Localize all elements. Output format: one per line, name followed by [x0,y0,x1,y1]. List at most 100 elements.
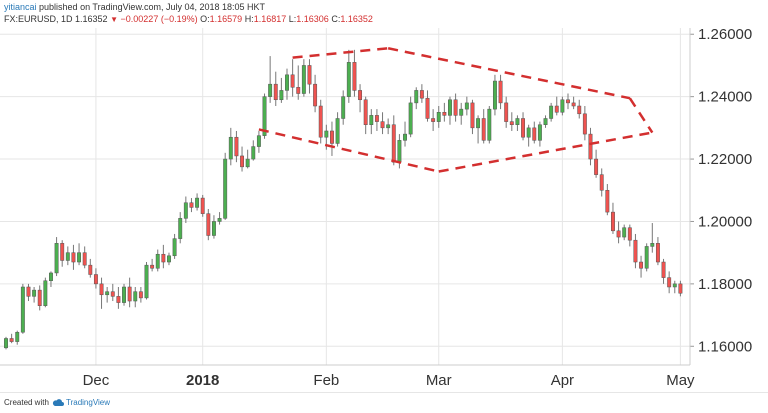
candle-body-up [644,246,649,269]
candle [431,109,436,131]
candle [341,90,346,125]
candle [138,286,143,303]
candle [223,152,228,220]
tradingview-cloud-icon [52,399,64,406]
candle [20,283,25,334]
candle-body-down [588,133,593,160]
candle [313,74,318,113]
candle-body-up [324,130,329,138]
pattern-trendline [387,47,631,100]
candle-body-down [200,197,205,214]
candle [99,277,104,309]
candle-body-down [532,127,537,141]
candle-body-up [549,105,554,119]
candle-body-down [330,130,334,144]
candle [633,233,638,269]
candle [537,121,542,147]
candle [60,240,65,267]
candle-body-up [228,136,233,160]
candle-body-up [448,99,452,116]
candle-body-down [82,252,87,266]
pattern-lines [258,47,654,173]
candle [408,96,413,138]
candle [211,215,216,239]
candle [521,112,525,141]
candle [273,71,278,107]
candle-body-up [133,291,138,302]
candle [122,283,126,306]
candle [554,96,559,116]
candle-body-down [318,105,323,138]
candle-body-up [386,124,391,129]
candle [667,271,672,294]
candle-body-up [560,99,565,113]
symbol-line: FX:EURUSD, 1D 1.16352 ▼ −0.00227 (−0.19%… [4,14,373,24]
candle-body-down [678,283,683,294]
candle-body-up [245,158,250,168]
candle-body-down [99,283,104,296]
high-label: H: [244,14,254,24]
candle-body-up [650,243,655,247]
pattern-trendline [258,128,440,173]
candle [543,115,548,128]
close-value: 1.16352 [340,14,373,24]
candle-body-up [167,255,171,263]
candle-body-down [71,252,76,263]
candle-body-down [88,264,93,275]
candle [436,106,441,128]
candle [318,99,323,144]
candle [627,224,632,247]
tradingview-brand-link[interactable]: TradingView [66,398,111,407]
candle-body-up [20,286,25,333]
candle-body-down [374,115,379,122]
candle [504,96,509,128]
candle-body-down [611,211,615,232]
candle-body-up [335,118,340,144]
author-link[interactable]: yitiancai [4,2,37,12]
candle [532,121,537,144]
candle-body-down [521,118,525,138]
candle-body-down [37,289,42,306]
candlestick-chart[interactable]: Dec 2018 Feb Mar Apr May 1.26000 1.24000 1.2200… [0,0,768,392]
price-change: −0.00227 (−0.19%) [120,14,198,24]
candle [577,99,582,119]
candle-body-up [464,102,469,110]
candle [167,252,171,266]
x-tick-label: Apr [551,372,574,389]
candle-body-up [32,289,37,297]
y-tick-label: 1.20000 [698,213,752,230]
candle-body-down [655,243,660,263]
candle [515,115,520,131]
candle-body-down [60,243,65,261]
candle [240,146,244,172]
candle [476,115,481,144]
last-price: 1.16352 [75,14,108,24]
candle [144,262,149,300]
candle [464,96,469,116]
candle-body-down [481,118,486,141]
candle [352,49,357,97]
candle [54,237,59,277]
candle [93,268,98,289]
y-tick-label: 1.16000 [698,338,752,355]
candle-body-down [616,230,621,238]
created-with-text: Created with [4,398,49,407]
candle-body-up [341,96,346,119]
candle-body-up [476,118,481,129]
publish-line: yitiancai published on TradingView.com, … [4,2,265,12]
candle-body-down [273,83,278,101]
candle [611,202,615,234]
candle [228,127,233,166]
candle [301,59,306,97]
candle [419,84,424,103]
candle-body-down [290,74,295,88]
candle-body-down [627,227,632,241]
chart-grid [0,28,690,365]
candle-body-up [65,252,70,261]
candle [470,99,475,135]
candle [425,90,430,122]
low-label: L: [288,14,297,24]
candle [49,271,53,287]
candle [195,193,200,211]
candle [256,130,261,153]
